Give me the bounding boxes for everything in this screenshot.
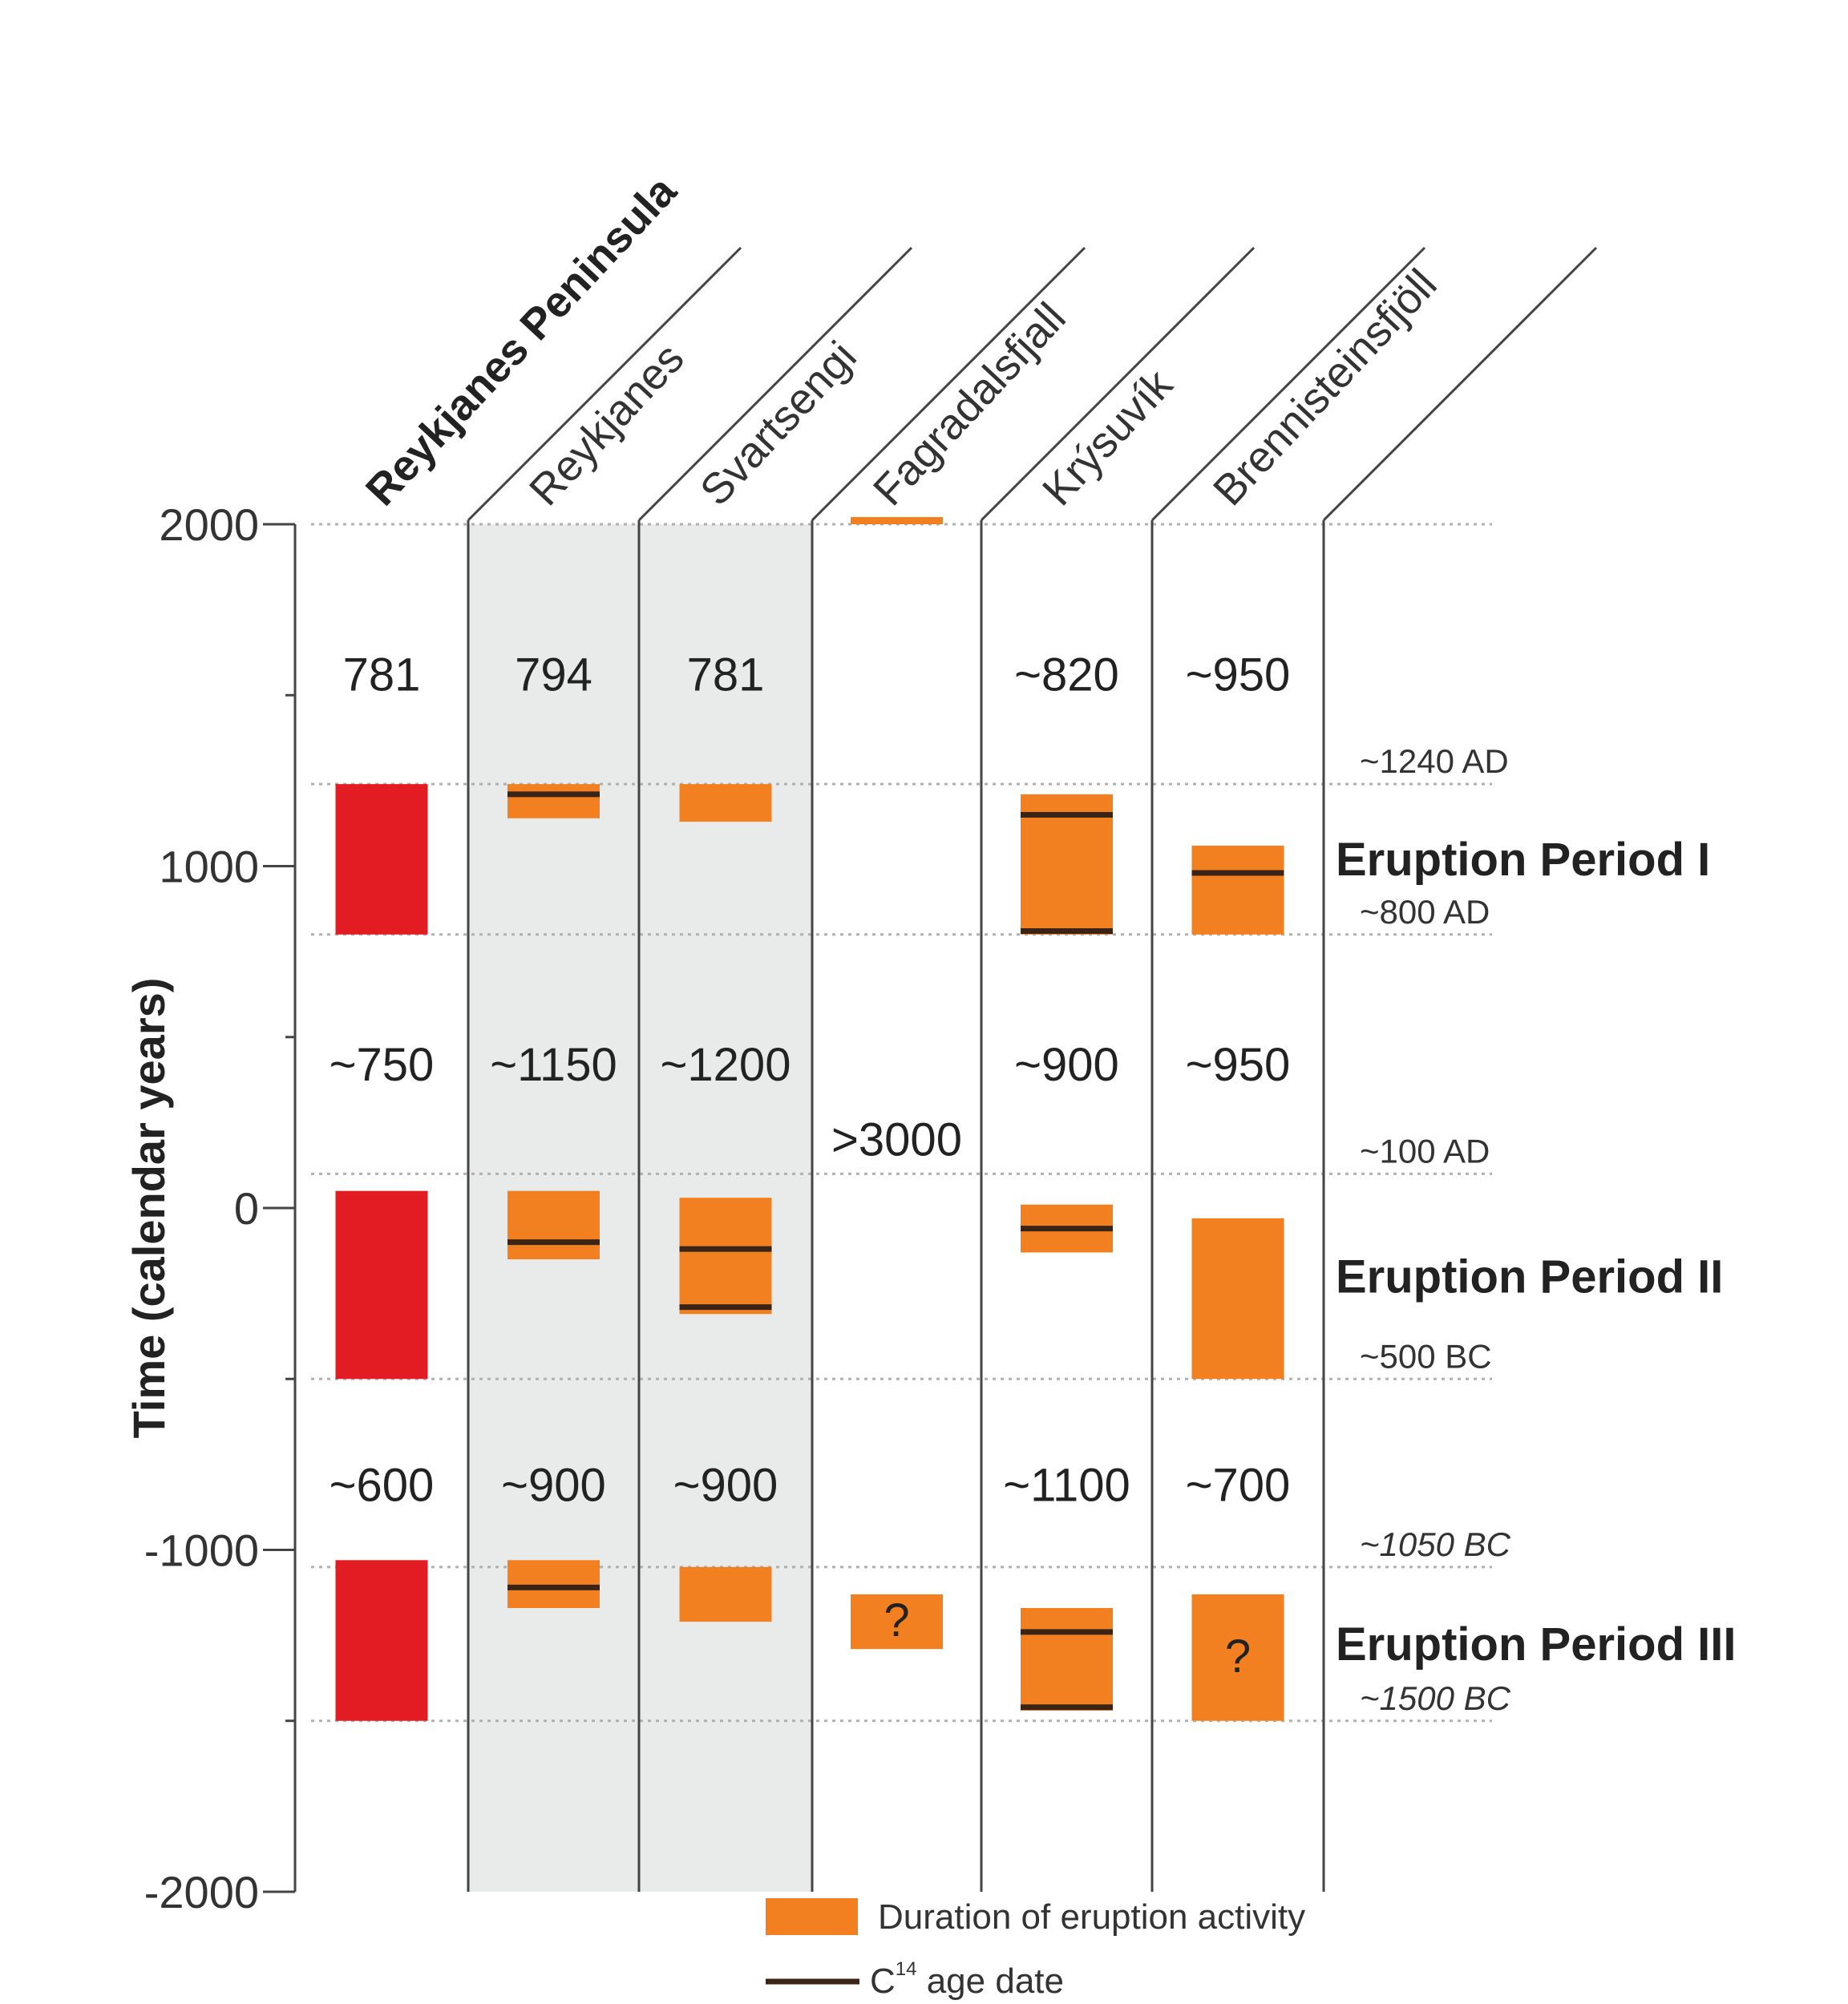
interval-label: ~600 <box>330 1459 435 1511</box>
eruption-bar <box>335 1560 428 1721</box>
column-header-divider <box>637 246 913 522</box>
eruption-bar <box>507 1190 600 1259</box>
legend-sup: 14 <box>896 1958 917 1980</box>
interval-label: ~820 <box>1014 649 1119 701</box>
period-annotations: ~1240 AD ~800 AD ~100 AD ~500 BC ~1050 BC ~15… <box>1336 742 1736 1717</box>
uncertain-mark: ? <box>1225 1630 1251 1683</box>
column-header: Brennisteinsfjöll <box>1204 261 1446 515</box>
eruption-bar <box>679 1566 772 1622</box>
column-header-divider <box>1322 246 1598 522</box>
interval-label: ~700 <box>1186 1459 1291 1511</box>
y-axis-label: Time (calendar years) <box>123 978 174 1439</box>
interval-label: ~1200 <box>661 1039 791 1091</box>
legend-label-duration: Duration of eruption activity <box>878 1897 1305 1937</box>
eruption-bar <box>1021 1608 1113 1711</box>
period-boundary-label: ~1240 AD <box>1360 742 1509 780</box>
column-header-divider <box>980 246 1256 522</box>
period-label: Eruption Period II <box>1336 1250 1723 1303</box>
column-header: Krýsuvík <box>1033 360 1183 515</box>
column-dividers <box>467 246 1598 1892</box>
interval-label: ~950 <box>1186 649 1291 701</box>
legend-label-c14: C14 age date <box>870 1958 1064 2001</box>
eruption-bar <box>679 1198 772 1315</box>
interval-label: ~900 <box>1014 1039 1119 1091</box>
column-header: Reykjanes Peninsula <box>357 167 686 515</box>
eruption-bar <box>1191 1218 1284 1380</box>
column-header: Svartsengi <box>691 333 866 515</box>
column-header-divider <box>811 246 1086 522</box>
period-boundary-label: ~100 AD <box>1360 1132 1490 1170</box>
eruption-bar <box>851 1594 943 1650</box>
interval-label: ~900 <box>673 1459 778 1511</box>
period-boundary-label: ~1500 BC <box>1360 1679 1511 1717</box>
column-header-divider <box>467 246 742 522</box>
interval-label: 781 <box>687 649 765 701</box>
interval-label: 781 <box>343 649 421 701</box>
period-label: Eruption Period I <box>1336 834 1710 886</box>
eruption-bar <box>1191 1594 1284 1721</box>
column-header-divider <box>1150 246 1426 522</box>
legend-swatch-duration <box>766 1898 858 1935</box>
eruption-bar <box>507 784 600 818</box>
interval-label: ~900 <box>501 1459 606 1511</box>
eruption-bar <box>1191 845 1284 935</box>
interval-label: ~1100 <box>1003 1459 1130 1511</box>
eruption-bar <box>335 784 428 935</box>
y-tick-label: 0 <box>234 1183 259 1234</box>
interval-label: >3000 <box>831 1114 962 1166</box>
y-tick-label: -2000 <box>144 1867 259 1917</box>
eruption-bar <box>679 784 772 822</box>
eruption-bars: ?? <box>335 517 1284 1721</box>
column-header: Reykjanes <box>520 334 694 515</box>
eruption-bar <box>1021 794 1113 935</box>
y-tick-label: -1000 <box>144 1525 259 1576</box>
eruption-bar <box>851 517 943 524</box>
y-tick-label: 2000 <box>159 499 259 550</box>
interval-labels: 781 794 781 ~820 ~950 ~750 ~1150 ~1200 ~900 ~950 >… <box>330 649 1291 1512</box>
legend-c: C <box>870 1962 896 2001</box>
interval-label: ~1150 <box>490 1039 617 1091</box>
column-headers: Reykjanes PeninsulaReykjanesSvartsengiFa… <box>357 167 1446 515</box>
eruption-bar <box>335 1190 428 1380</box>
interval-label: 794 <box>515 649 592 701</box>
period-boundary-label: ~1050 BC <box>1360 1525 1511 1563</box>
interval-label: ~750 <box>330 1039 435 1091</box>
y-axis: 2000 1000 0 -1000 -2000 <box>144 499 297 1917</box>
y-tick-label: 1000 <box>159 842 259 892</box>
interval-label: ~950 <box>1186 1039 1291 1091</box>
uncertain-mark: ? <box>884 1594 909 1646</box>
legend: Duration of eruption activity C14 age da… <box>766 1897 1305 2001</box>
period-boundary-label: ~800 AD <box>1360 893 1490 931</box>
period-boundary-label: ~500 BC <box>1360 1337 1492 1375</box>
eruption-bar <box>507 1560 600 1609</box>
period-label: Eruption Period III <box>1336 1618 1736 1671</box>
legend-rest: age date <box>916 1962 1064 2001</box>
